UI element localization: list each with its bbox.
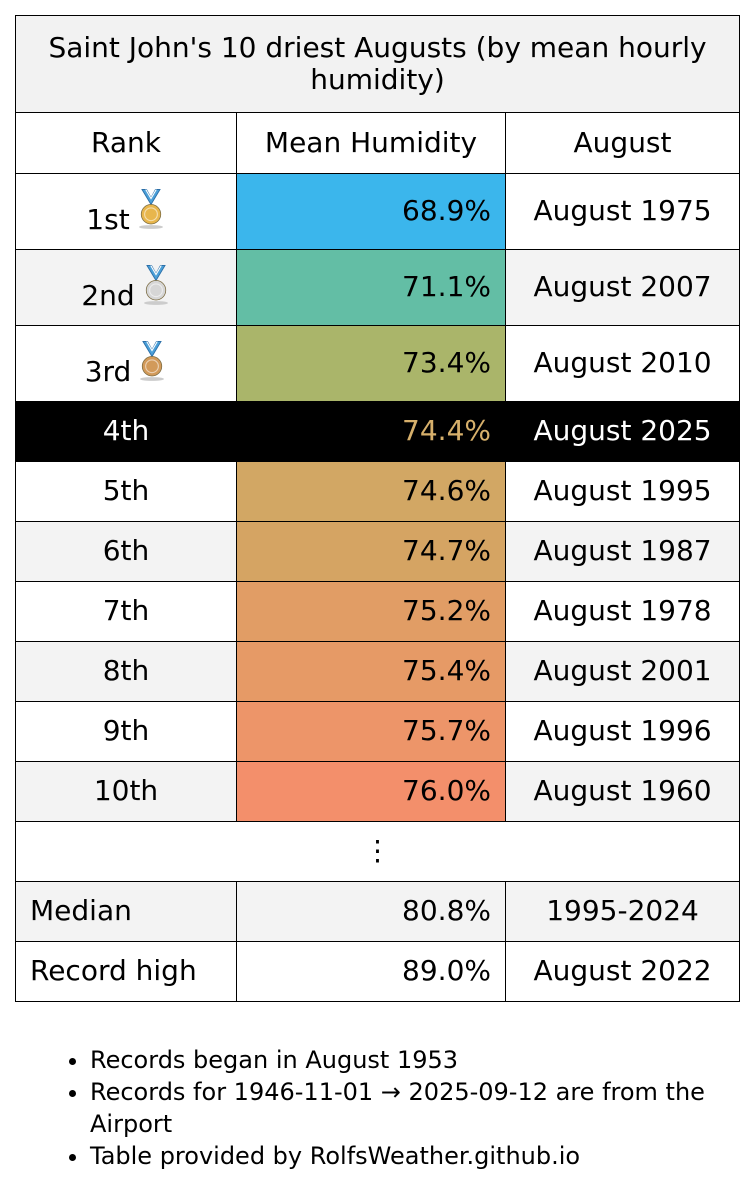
gold-medal-icon [136,187,166,238]
month-cell: August 2007 [504,249,741,326]
month-cell: August 1996 [504,701,741,762]
bronze-medal-icon [137,339,167,390]
notes-list: Records began in August 1953 Records for… [40,1044,755,1172]
table-title: Saint John's 10 driest Augusts (by mean … [14,15,741,113]
table-row: 10th 76.0% August 1960 [15,761,741,822]
header-month: August [504,112,741,174]
rank-label: 1st [86,202,130,236]
silver-medal-icon [141,263,171,314]
record-high-humidity: 89.0% [236,941,506,1002]
month-cell: August 2025 [504,401,741,462]
record-high-label: Record high [15,941,237,1002]
title-row: Saint John's 10 driest Augusts (by mean … [14,15,741,113]
rank-cell: 9th [15,701,237,762]
rank-cell: 2nd [15,249,237,326]
rank-cell: 8th [15,641,237,702]
humidity-cell: 74.7% [236,521,506,582]
header-row: Rank Mean Humidity August [15,112,741,174]
median-row: Median 80.8% 1995-2024 [15,881,741,942]
note-item: Table provided by RolfsWeather.github.io [90,1140,755,1172]
table-row: 8th 75.4% August 2001 [15,641,741,702]
note-item: Records began in August 1953 [90,1044,755,1076]
table-row: 5th 74.6% August 1995 [15,461,741,522]
humidity-cell: 75.4% [236,641,506,702]
humidity-ranking-table: Saint John's 10 driest Augusts (by mean … [14,15,741,1002]
rank-label: 2nd [81,278,135,312]
median-period: 1995-2024 [504,881,741,942]
humidity-cell: 71.1% [236,249,506,326]
rank-cell: 6th [15,521,237,582]
humidity-cell: 74.4% [236,401,506,462]
median-humidity: 80.8% [236,881,506,942]
humidity-cell: 74.6% [236,461,506,522]
humidity-cell: 76.0% [236,761,506,822]
month-cell: August 1975 [504,173,741,250]
table-row: 3rd 73.4% August 2010 [15,325,741,402]
humidity-cell: 75.2% [236,581,506,642]
ellipsis-row: ⋮ [14,821,741,882]
record-high-month: August 2022 [504,941,741,1002]
month-cell: August 1960 [504,761,741,822]
rank-cell: 3rd [15,325,237,402]
table-row: 9th 75.7% August 1996 [15,701,741,762]
month-cell: August 1987 [504,521,741,582]
rank-cell: 7th [15,581,237,642]
humidity-cell: 68.9% [236,173,506,250]
table-row: 7th 75.2% August 1978 [15,581,741,642]
month-cell: August 1978 [504,581,741,642]
rank-cell: 1st [15,173,237,250]
ellipsis: ⋮ [14,821,741,882]
rank-cell: 4th [15,401,237,462]
record-high-row: Record high 89.0% August 2022 [15,941,741,1002]
median-label: Median [15,881,237,942]
table-row-highlighted: 4th 74.4% August 2025 [15,401,741,462]
table-row: 6th 74.7% August 1987 [15,521,741,582]
rank-cell: 5th [15,461,237,522]
month-cell: August 2001 [504,641,741,702]
header-rank: Rank [15,112,237,174]
header-humidity: Mean Humidity [236,112,506,174]
humidity-cell: 75.7% [236,701,506,762]
humidity-cell: 73.4% [236,325,506,402]
month-cell: August 1995 [504,461,741,522]
rank-label: 3rd [84,354,132,388]
table-row: 2nd 71.1% August 2007 [15,249,741,326]
note-item: Records for 1946-11-01 → 2025-09-12 are … [90,1076,755,1140]
rank-cell: 10th [15,761,237,822]
table-row: 1st 68.9% August 1975 [15,173,741,250]
month-cell: August 2010 [504,325,741,402]
